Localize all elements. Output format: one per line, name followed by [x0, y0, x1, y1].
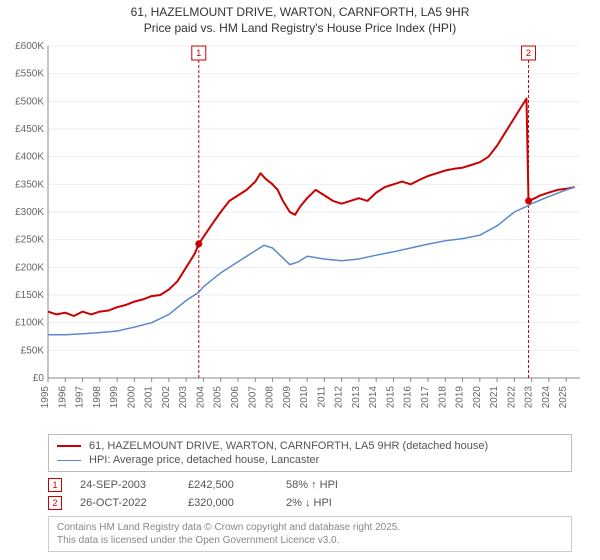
x-tick-label: 2002 — [161, 386, 172, 409]
x-tick-label: 2018 — [437, 386, 448, 409]
x-tick-label: 2012 — [334, 386, 345, 409]
x-tick-label: 2014 — [368, 386, 379, 409]
x-tick-label: 2008 — [265, 386, 276, 409]
sale-marker — [525, 198, 532, 205]
x-tick-label: 2004 — [195, 386, 206, 409]
chart-title-block: 61, HAZELMOUNT DRIVE, WARTON, CARNFORTH,… — [0, 0, 600, 38]
x-tick-label: 2023 — [524, 386, 535, 409]
x-tick-label: 2024 — [541, 386, 552, 409]
y-tick-label: £150K — [15, 290, 44, 301]
event-row: 1 24-SEP-2003 £242,500 58% ↑ HPI — [48, 476, 572, 494]
event-row: 2 26-OCT-2022 £320,000 2% ↓ HPI — [48, 494, 572, 512]
events-box: 1 24-SEP-2003 £242,500 58% ↑ HPI 2 26-OCT-202… — [48, 476, 572, 512]
x-tick-label: 2000 — [126, 386, 137, 409]
x-tick-label: 1998 — [92, 386, 103, 409]
x-tick-label: 1999 — [109, 386, 120, 409]
x-tick-label: 2021 — [489, 386, 500, 409]
event-flag-idx: 1 — [196, 48, 201, 58]
legend-swatch — [57, 460, 81, 461]
y-tick-label: £100K — [15, 318, 44, 329]
x-tick-label: 2009 — [282, 386, 293, 409]
x-tick-label: 2005 — [213, 386, 224, 409]
footer-line-2: This data is licensed under the Open Gov… — [57, 534, 563, 547]
y-tick-label: £250K — [15, 235, 44, 246]
x-tick-label: 2013 — [351, 386, 362, 409]
x-tick-label: 2007 — [247, 386, 258, 409]
event-flag-idx: 2 — [526, 48, 531, 58]
legend-label: HPI: Average price, detached house, Lanc… — [89, 454, 319, 466]
legend-box: 61, HAZELMOUNT DRIVE, WARTON, CARNFORTH,… — [48, 434, 572, 472]
x-tick-label: 1995 — [40, 386, 51, 409]
chart-svg: £0 £50K £100K £150K £200K £250K £300K £350K £400… — [0, 38, 600, 428]
y-tick-label: £0 — [33, 373, 45, 384]
series-property — [48, 99, 575, 316]
title-line-1: 61, HAZELMOUNT DRIVE, WARTON, CARNFORTH,… — [0, 4, 600, 20]
event-delta: 58% ↑ HPI — [286, 479, 338, 491]
y-tick-label: £400K — [15, 152, 44, 163]
y-tick-label: £350K — [15, 180, 44, 191]
event-marker: 1 — [48, 478, 62, 492]
x-tick-label: 2006 — [230, 386, 241, 409]
legend-row: HPI: Average price, detached house, Lanc… — [57, 453, 563, 467]
x-tick-label: 2001 — [144, 386, 155, 409]
x-tick-label: 2020 — [472, 386, 483, 409]
x-tick-label: 2003 — [178, 386, 189, 409]
series-hpi — [48, 187, 575, 335]
y-tick-label: £200K — [15, 263, 44, 274]
title-line-2: Price paid vs. HM Land Registry's House … — [0, 20, 600, 36]
y-tick-label: £550K — [15, 69, 44, 80]
chart-area: £0 £50K £100K £150K £200K £250K £300K £350K £400… — [0, 38, 600, 428]
footer-line-1: Contains HM Land Registry data © Crown c… — [57, 521, 563, 534]
x-tick-label: 2010 — [299, 386, 310, 409]
x-tick-label: 2019 — [455, 386, 466, 409]
y-tick-label: £600K — [15, 41, 44, 52]
y-tick-label: £450K — [15, 124, 44, 135]
x-tick-label: 1997 — [75, 386, 86, 409]
y-tick-label: £300K — [15, 207, 44, 218]
event-marker: 2 — [48, 496, 62, 510]
event-date: 26-OCT-2022 — [80, 497, 170, 509]
x-tick-label: 2022 — [506, 386, 517, 409]
event-delta: 2% ↓ HPI — [286, 497, 332, 509]
x-tick-label: 2016 — [403, 386, 414, 409]
y-tick-label: £50K — [21, 346, 45, 357]
x-tick-label: 2025 — [558, 386, 569, 409]
event-date: 24-SEP-2003 — [80, 479, 170, 491]
legend-row: 61, HAZELMOUNT DRIVE, WARTON, CARNFORTH,… — [57, 439, 563, 453]
legend-swatch — [57, 445, 81, 447]
event-price: £242,500 — [188, 479, 268, 491]
x-tick-label: 1996 — [57, 386, 68, 409]
event-price: £320,000 — [188, 497, 268, 509]
footer-box: Contains HM Land Registry data © Crown c… — [48, 516, 572, 552]
legend-label: 61, HAZELMOUNT DRIVE, WARTON, CARNFORTH,… — [89, 440, 488, 452]
x-tick-label: 2015 — [385, 386, 396, 409]
x-tick-label: 2017 — [420, 386, 431, 409]
y-tick-label: £500K — [15, 97, 44, 108]
sale-marker — [195, 241, 202, 248]
x-tick-label: 2011 — [316, 386, 327, 408]
